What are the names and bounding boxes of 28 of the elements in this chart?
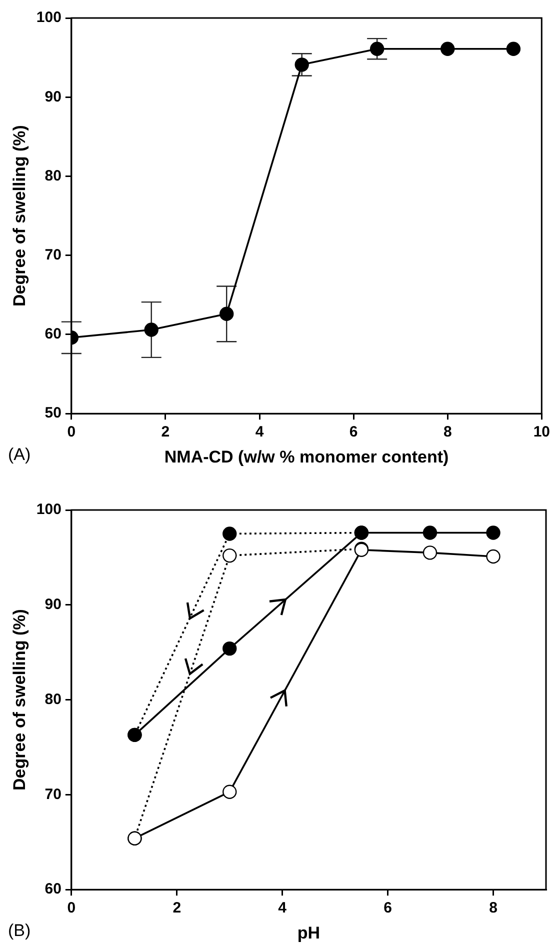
x-tick-label: 8	[443, 424, 452, 441]
x-tick-label: 0	[67, 900, 76, 917]
x-tick-label: 4	[255, 424, 264, 441]
y-tick-label: 90	[44, 596, 62, 614]
y-tick-label: 100	[36, 501, 62, 518]
y-tick-label: 80	[44, 690, 62, 708]
text: (A)	[8, 445, 31, 464]
text: (B)	[8, 921, 31, 940]
x-axis-title: NMA-CD (w/w % monomer content)	[164, 447, 449, 466]
y-tick-label: 90	[44, 88, 62, 106]
y-tick-label: 100	[36, 9, 62, 26]
y-tick-label: 80	[44, 167, 62, 184]
x-tick-label: 6	[384, 900, 392, 917]
x-axis-title: pH	[297, 923, 320, 942]
y-tick-label: 70	[44, 246, 62, 264]
x-tick-label: 4	[278, 900, 288, 917]
x-tick-label: 6	[349, 424, 358, 441]
y-axis-title: Degree of swelling (%)	[10, 125, 29, 306]
y-axis-title: Degree of swelling (%)	[10, 609, 29, 790]
y-tick-label: 50	[44, 404, 62, 422]
y-tick-label: 60	[44, 880, 62, 898]
x-tick-label: 2	[161, 424, 170, 441]
x-tick-label: 8	[489, 900, 498, 917]
y-tick-label: 70	[44, 786, 62, 803]
y-tick-label: 60	[44, 326, 62, 343]
x-tick-label: 10	[533, 424, 550, 441]
x-tick-label: 0	[67, 424, 76, 441]
x-tick-label: 2	[172, 900, 182, 917]
